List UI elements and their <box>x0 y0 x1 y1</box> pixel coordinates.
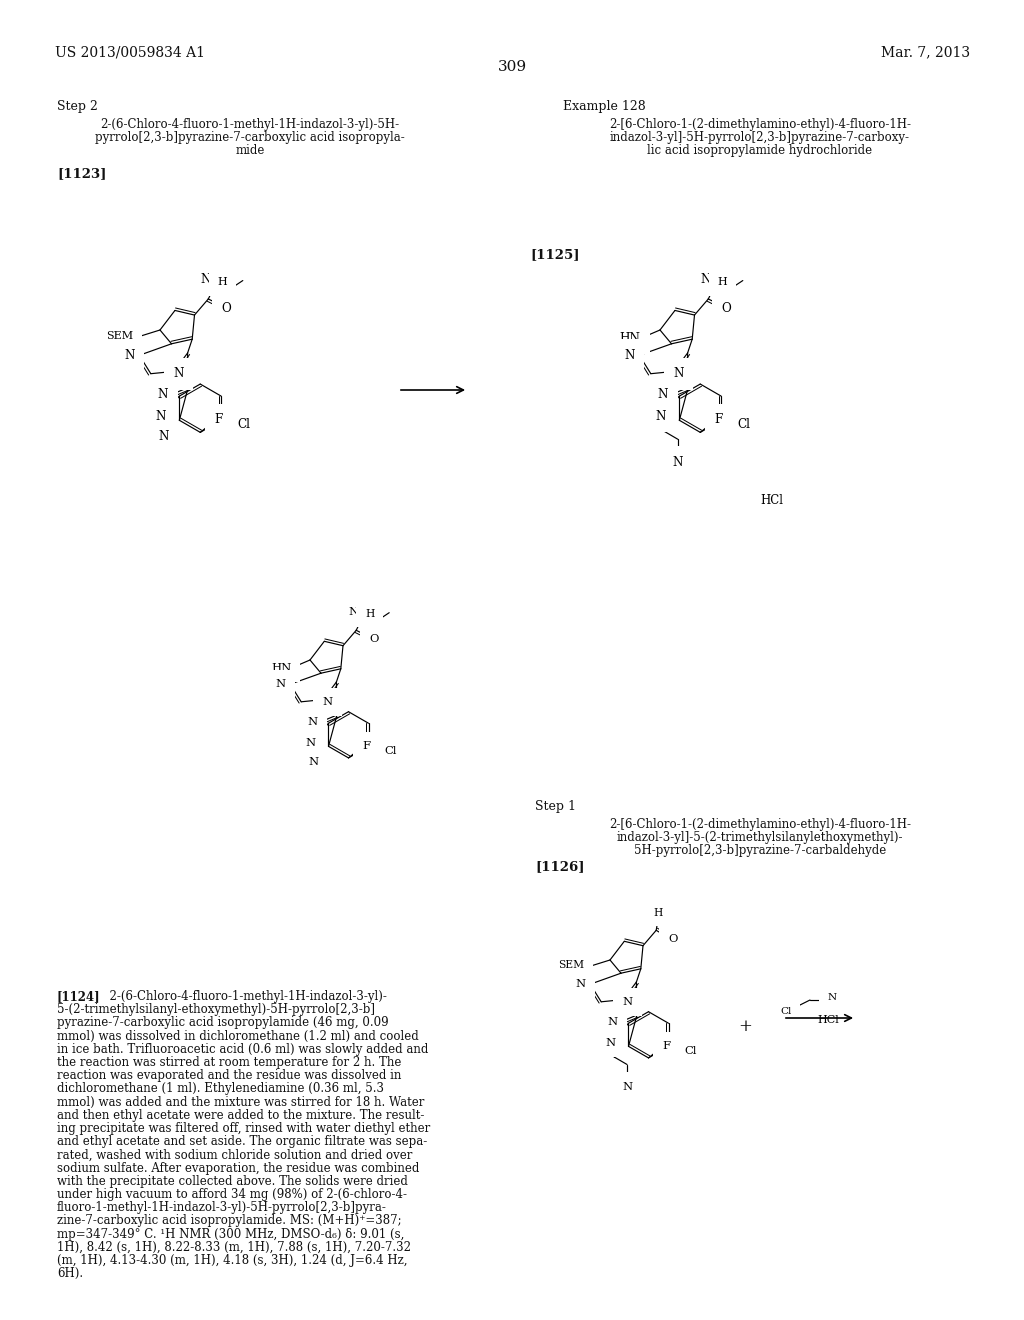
Text: 2-[6-Chloro-1-(2-dimethylamino-ethyl)-4-fluoro-1H-: 2-[6-Chloro-1-(2-dimethylamino-ethyl)-4-… <box>609 117 911 131</box>
Text: 2-(6-Chloro-4-fluoro-1-methyl-1H-indazol-3-yl)-: 2-(6-Chloro-4-fluoro-1-methyl-1H-indazol… <box>102 990 387 1003</box>
Text: in ice bath. Trifluoroacetic acid (0.6 ml) was slowly added and: in ice bath. Trifluoroacetic acid (0.6 m… <box>57 1043 428 1056</box>
Text: and then ethyl acetate were added to the mixture. The result-: and then ethyl acetate were added to the… <box>57 1109 424 1122</box>
Text: O: O <box>222 302 231 314</box>
Text: 5-(2-trimethylsilanyl-ethoxymethyl)-5H-pyrrolo[2,3-b]: 5-(2-trimethylsilanyl-ethoxymethyl)-5H-p… <box>57 1003 375 1016</box>
Text: N: N <box>575 979 586 989</box>
Text: ing precipitate was filtered off, rinsed with water diethyl ether: ing precipitate was filtered off, rinsed… <box>57 1122 430 1135</box>
Text: F: F <box>663 1040 670 1051</box>
Text: N: N <box>625 348 635 362</box>
Text: pyrrolo[2,3-b]pyrazine-7-carboxylic acid isopropyla-: pyrrolo[2,3-b]pyrazine-7-carboxylic acid… <box>95 131 404 144</box>
Text: and ethyl acetate and set aside. The organic filtrate was sepa-: and ethyl acetate and set aside. The org… <box>57 1135 427 1148</box>
Text: N: N <box>124 348 135 362</box>
Text: N: N <box>605 1038 615 1048</box>
Text: N: N <box>323 697 333 706</box>
Text: F: F <box>715 413 723 426</box>
Text: Cl: Cl <box>737 418 751 432</box>
Text: 2-[6-Chloro-1-(2-dimethylamino-ethyl)-4-fluoro-1H-: 2-[6-Chloro-1-(2-dimethylamino-ethyl)-4-… <box>609 818 911 832</box>
Text: [1126]: [1126] <box>535 861 585 873</box>
Text: 2-(6-Chloro-4-fluoro-1-methyl-1H-indazol-3-yl)-5H-: 2-(6-Chloro-4-fluoro-1-methyl-1H-indazol… <box>100 117 399 131</box>
Text: indazol-3-yl]-5H-pyrrolo[2,3-b]pyrazine-7-carboxy-: indazol-3-yl]-5H-pyrrolo[2,3-b]pyrazine-… <box>610 131 910 144</box>
Text: HCl: HCl <box>760 494 783 507</box>
Text: O: O <box>722 302 731 314</box>
Text: indazol-3-yl]-5-(2-trimethylsilanylethoxymethyl)-: indazol-3-yl]-5-(2-trimethylsilanylethox… <box>616 832 903 843</box>
Text: N: N <box>308 717 317 726</box>
Text: mide: mide <box>236 144 264 157</box>
Text: rated, washed with sodium chloride solution and dried over: rated, washed with sodium chloride solut… <box>57 1148 413 1162</box>
Text: O: O <box>668 935 678 944</box>
Text: HN: HN <box>620 331 640 345</box>
Text: F: F <box>362 741 370 751</box>
Text: (m, 1H), 4.13-4.30 (m, 1H), 4.18 (s, 3H), 1.24 (d, J=6.4 Hz,: (m, 1H), 4.13-4.30 (m, 1H), 4.18 (s, 3H)… <box>57 1254 408 1267</box>
Text: N: N <box>623 997 633 1007</box>
Text: dichloromethane (1 ml). Ethylenediamine (0.36 ml, 5.3: dichloromethane (1 ml). Ethylenediamine … <box>57 1082 384 1096</box>
Text: lic acid isopropylamide hydrochloride: lic acid isopropylamide hydrochloride <box>647 144 872 157</box>
Text: pyrazine-7-carboxylic acid isopropylamide (46 mg, 0.09: pyrazine-7-carboxylic acid isopropylamid… <box>57 1016 389 1030</box>
Text: mmol) was dissolved in dichloromethane (1.2 ml) and cooled: mmol) was dissolved in dichloromethane (… <box>57 1030 419 1043</box>
Text: N: N <box>158 388 168 401</box>
Text: Cl: Cl <box>780 1007 792 1016</box>
Text: N: N <box>348 607 358 616</box>
Text: N: N <box>309 758 318 767</box>
Text: N: N <box>827 993 837 1002</box>
Text: mmol) was added and the mixture was stirred for 18 h. Water: mmol) was added and the mixture was stir… <box>57 1096 424 1109</box>
Text: US 2013/0059834 A1: US 2013/0059834 A1 <box>55 45 205 59</box>
Text: with the precipitate collected above. The solids were dried: with the precipitate collected above. Th… <box>57 1175 408 1188</box>
Text: [1123]: [1123] <box>57 168 106 180</box>
Text: O: O <box>369 634 379 644</box>
Text: N: N <box>655 409 666 422</box>
Text: N: N <box>275 680 286 689</box>
Text: fluoro-1-methyl-1H-indazol-3-yl)-5H-pyrrolo[2,3-b]pyra-: fluoro-1-methyl-1H-indazol-3-yl)-5H-pyrr… <box>57 1201 387 1214</box>
Text: H: H <box>653 908 664 917</box>
Text: Cl: Cl <box>384 746 396 756</box>
Text: reaction was evaporated and the residue was dissolved in: reaction was evaporated and the residue … <box>57 1069 401 1082</box>
Text: 6H).: 6H). <box>57 1267 83 1280</box>
Text: N: N <box>200 273 211 286</box>
Text: N: N <box>622 1081 632 1092</box>
Text: 5H-pyrrolo[2,3-b]pyrazine-7-carbaldehyde: 5H-pyrrolo[2,3-b]pyrazine-7-carbaldehyde <box>634 843 886 857</box>
Text: [1124]: [1124] <box>57 990 100 1003</box>
Text: Example 128: Example 128 <box>563 100 646 114</box>
Text: zine-7-carboxylic acid isopropylamide. MS: (M+H)⁺=387;: zine-7-carboxylic acid isopropylamide. M… <box>57 1214 401 1228</box>
Text: F: F <box>214 413 223 426</box>
Text: Step 1: Step 1 <box>535 800 575 813</box>
Text: HN: HN <box>271 663 291 673</box>
Text: 1H), 8.42 (s, 1H), 8.22-8.33 (m, 1H), 7.88 (s, 1H), 7.20-7.32: 1H), 8.42 (s, 1H), 8.22-8.33 (m, 1H), 7.… <box>57 1241 411 1254</box>
Text: Cl: Cl <box>684 1045 696 1056</box>
Text: under high vacuum to afford 34 mg (98%) of 2-(6-chloro-4-: under high vacuum to afford 34 mg (98%) … <box>57 1188 407 1201</box>
Text: N: N <box>657 388 669 401</box>
Text: SEM: SEM <box>106 331 133 341</box>
Text: N: N <box>700 273 711 286</box>
Text: [1125]: [1125] <box>530 248 580 261</box>
Text: N: N <box>673 455 683 469</box>
Text: H: H <box>365 609 375 619</box>
Text: N: N <box>156 409 166 422</box>
Text: H: H <box>217 277 227 286</box>
Text: N: N <box>305 738 315 747</box>
Text: Step 2: Step 2 <box>57 100 98 114</box>
Text: +: + <box>738 1018 752 1035</box>
Text: HCl: HCl <box>817 1015 839 1026</box>
Text: Cl: Cl <box>238 418 251 432</box>
Text: H: H <box>718 277 727 286</box>
Text: N: N <box>673 367 684 380</box>
Text: mp=347-349° C. ¹H NMR (300 MHz, DMSO-d₆) δ: 9.01 (s,: mp=347-349° C. ¹H NMR (300 MHz, DMSO-d₆)… <box>57 1228 404 1241</box>
Text: the reaction was stirred at room temperature for 2 h. The: the reaction was stirred at room tempera… <box>57 1056 401 1069</box>
Text: N: N <box>173 367 183 380</box>
Text: N: N <box>608 1016 617 1027</box>
Text: 309: 309 <box>498 59 526 74</box>
Text: SEM: SEM <box>558 961 585 970</box>
Text: Mar. 7, 2013: Mar. 7, 2013 <box>881 45 970 59</box>
Text: sodium sulfate. After evaporation, the residue was combined: sodium sulfate. After evaporation, the r… <box>57 1162 420 1175</box>
Text: N: N <box>159 430 169 444</box>
